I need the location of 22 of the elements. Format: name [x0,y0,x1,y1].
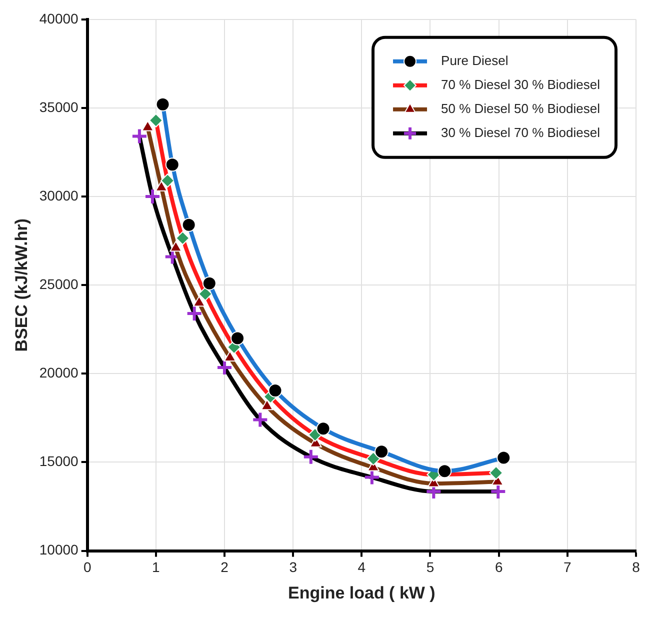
y-tick-label: 25000 [39,276,79,292]
y-tick-label: 10000 [39,542,79,558]
legend-label: 50 % Diesel 50 % Biodiesel [441,100,600,116]
x-tick-label: 7 [564,559,572,576]
x-tick-label: 1 [152,559,160,576]
y-tick-label: 15000 [39,453,79,470]
y-tick-label: 20000 [39,364,79,381]
legend-label: Pure Diesel [441,52,508,68]
y-axis-title: BSEC (kJ/kW.hr) [12,218,31,352]
x-tick-label: 4 [358,559,366,576]
y-tick-label: 40000 [39,10,79,26]
x-tick-label: 8 [632,559,640,576]
x-tick-label: 5 [426,559,434,576]
x-axis-title: Engine load ( kW ) [288,583,436,602]
legend-label: 30 % Diesel 70 % Biodiesel [441,124,600,140]
y-tick-label: 30000 [39,187,79,204]
x-tick-label: 0 [83,559,92,576]
x-tick-label: 3 [289,559,298,576]
x-tick-label: 6 [494,559,503,576]
y-tick-label: 35000 [39,98,79,115]
legend-label: 70 % Diesel 30 % Biodiesel [441,76,600,92]
x-tick-label: 2 [220,559,229,576]
